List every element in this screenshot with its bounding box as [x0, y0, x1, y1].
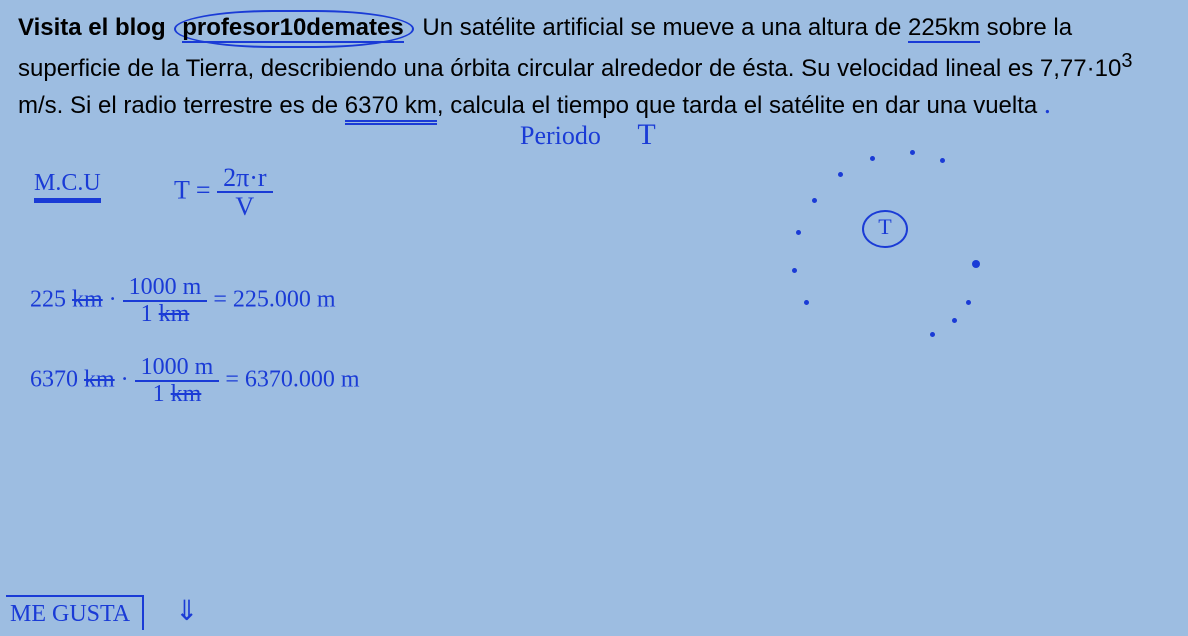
blog-link[interactable]: profesor10demates	[174, 10, 413, 48]
hand-dot: .	[1044, 89, 1051, 120]
formula-fraction: 2π·r V	[217, 164, 272, 221]
c1-dot: ·	[103, 287, 123, 313]
orbit-dot	[966, 300, 971, 305]
c1-bot: 1 km	[123, 302, 208, 327]
orbit-dot	[910, 150, 915, 155]
c1-bot-val: 1	[141, 301, 159, 327]
exponent: 3	[1121, 50, 1132, 72]
c1-frac: 1000 m1 km	[123, 275, 208, 327]
c2-bot-val: 1	[153, 381, 171, 407]
text-1: Un satélite artificial se mueve a una al…	[416, 14, 908, 41]
earth-icon: T	[862, 210, 908, 248]
blog-name: profesor10demates	[182, 14, 403, 43]
text-4: , calcula el tiempo que tarda el satélit…	[437, 92, 1044, 119]
periodo-annotation: Periodo T	[520, 118, 656, 152]
orbit-dot	[940, 158, 945, 163]
altitude-value: 225km	[908, 14, 980, 43]
c2-dot: ·	[115, 367, 135, 393]
orbit-dot	[804, 300, 809, 305]
arrow-down-icon: ⇓	[175, 594, 198, 628]
conversion-1: 225 km · 1000 m1 km = 225.000 m	[30, 275, 336, 327]
orbit-dot	[930, 332, 935, 337]
c2-val: 6370	[30, 367, 84, 393]
formula-denominator: V	[217, 193, 272, 220]
c2-bot: 1 km	[135, 382, 220, 407]
c2-result: = 6370.000 m	[219, 367, 359, 393]
period-formula: T = 2π·r V	[174, 164, 273, 221]
c2-frac: 1000 m1 km	[135, 355, 220, 407]
orbit-dot	[792, 268, 797, 273]
c1-unit-strike: km	[72, 287, 103, 313]
orbit-dot	[952, 318, 957, 323]
periodo-label: Periodo	[520, 121, 601, 150]
formula-lhs: T =	[174, 175, 211, 204]
c1-bot-unit: km	[159, 301, 190, 327]
orbit-dot	[796, 230, 801, 235]
c2-bot-unit: km	[171, 381, 202, 407]
text-3: m/s. Si el radio terrestre es de	[18, 92, 345, 119]
c1-top: 1000 m	[123, 275, 208, 302]
prefix: Visita el blog	[18, 14, 172, 41]
orbit-dot	[812, 198, 817, 203]
problem-statement: Visita el blog profesor10demates Un saté…	[18, 10, 1170, 124]
c1-val: 225	[30, 287, 72, 313]
me-gusta-label: ME GUSTA	[6, 595, 144, 630]
satellite-dot	[972, 260, 980, 268]
conversion-2: 6370 km · 1000 m1 km = 6370.000 m	[30, 355, 360, 407]
c2-unit-strike: km	[84, 367, 115, 393]
periodo-symbol: T	[637, 118, 655, 151]
c1-result: = 225.000 m	[207, 287, 335, 313]
orbit-dot	[838, 172, 843, 177]
orbit-dot	[870, 156, 875, 161]
orbit-sketch: T	[770, 150, 1010, 350]
mcu-label: M.C.U	[34, 170, 101, 200]
formula-numerator: 2π·r	[217, 164, 272, 193]
c2-top: 1000 m	[135, 355, 220, 382]
radius-value: 6370 km	[345, 92, 437, 125]
